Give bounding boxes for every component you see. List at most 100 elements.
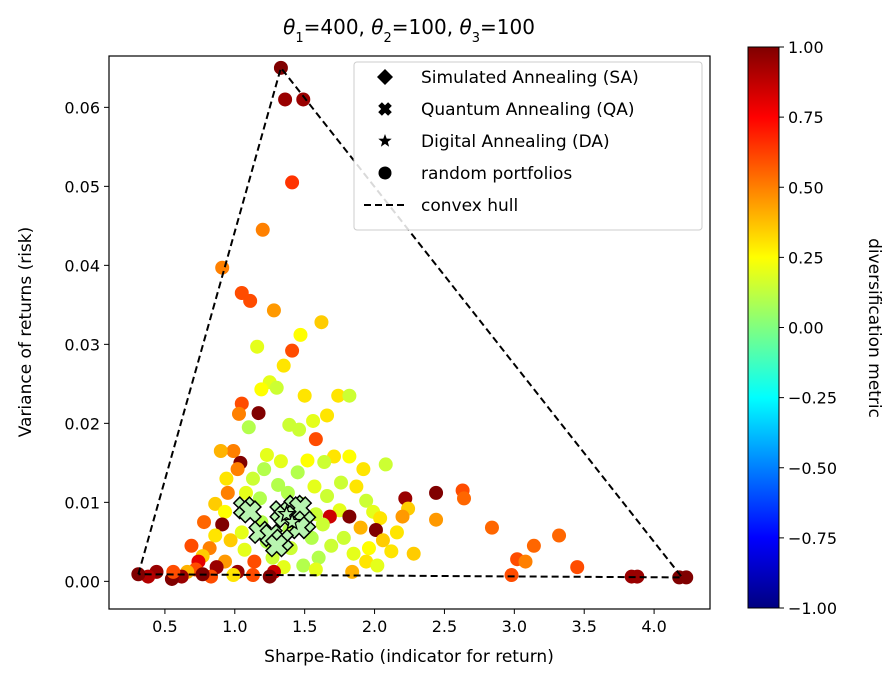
- random-portfolio-point: [384, 544, 399, 559]
- random-portfolio-point: [552, 528, 567, 543]
- random-portfolio-point: [359, 554, 374, 569]
- x-tick-label: 2.5: [432, 617, 457, 636]
- colorbar-tick-label: −0.25: [788, 389, 837, 408]
- random-portfolio-point: [307, 479, 322, 494]
- random-portfolio-point: [345, 564, 360, 579]
- colorbar-tick-label: 0.75: [788, 108, 824, 127]
- legend-entry: random portfolios: [378, 164, 572, 184]
- y-tick-label: 0.06: [64, 98, 100, 117]
- random-portfolio-point: [237, 542, 252, 557]
- colorbar-tick-label: 1.00: [788, 38, 824, 57]
- random-portfolio-point: [395, 509, 410, 524]
- digital-annealing-marker: [282, 512, 302, 531]
- random-portfolio-point: [251, 406, 266, 421]
- y-tick-label: 0.05: [64, 177, 100, 196]
- random-portfolio-point: [342, 509, 357, 524]
- random-portfolio-point: [373, 511, 388, 526]
- random-portfolio-point: [342, 388, 357, 403]
- y-tick-label: 0.00: [64, 572, 100, 591]
- x-tick-label: 1.5: [292, 617, 317, 636]
- random-portfolio-point: [484, 520, 499, 535]
- random-portfolio-point: [219, 471, 234, 486]
- random-portfolio-point: [257, 462, 272, 477]
- random-portfolio-point: [356, 462, 371, 477]
- random-portfolio-point: [220, 485, 235, 500]
- colorbar-tick-label: 0.00: [788, 319, 824, 338]
- random-portfolio-point: [334, 475, 349, 490]
- random-portfolio-point: [296, 92, 311, 107]
- random-portfolio-point: [197, 515, 212, 530]
- random-portfolio-point: [320, 489, 335, 504]
- random-portfolio-point: [273, 454, 288, 469]
- random-portfolio-point: [215, 517, 230, 532]
- random-portfolio-point: [317, 455, 332, 470]
- quantum-annealing-marker: [264, 534, 289, 558]
- random-portfolio-point: [331, 388, 346, 403]
- legend-entry: convex hull: [364, 196, 518, 216]
- random-portfolio-point: [241, 420, 256, 435]
- random-portfolio-point: [375, 533, 390, 548]
- circle-marker-icon: [378, 166, 392, 180]
- random-portfolio-point: [262, 569, 277, 584]
- random-portfolio-point: [278, 92, 293, 107]
- legend-label: convex hull: [421, 196, 518, 216]
- random-portfolio-point: [457, 491, 472, 506]
- random-portfolio-point: [243, 293, 258, 308]
- legend-entry: Digital Annealing (DA): [378, 132, 610, 152]
- x-axis: 0.5 1.0 1.5 2.0 2.5 3.0 3.5 4.0: [152, 609, 667, 636]
- colorbar-tick-label: 0.50: [788, 178, 824, 197]
- random-portfolio-point: [269, 380, 284, 395]
- random-portfolio-point: [324, 538, 339, 553]
- random-portfolio-point: [254, 382, 269, 397]
- digital-annealing-marker: [277, 504, 296, 523]
- random-portfolio-point: [518, 554, 533, 569]
- random-portfolio-point: [429, 512, 444, 527]
- random-portfolio-point: [290, 465, 305, 480]
- random-portfolio-point: [230, 462, 245, 477]
- legend: Simulated Annealing (SA) Quantum Annealin…: [353, 61, 703, 231]
- random-portfolio-point: [315, 517, 330, 532]
- random-portfolio-point: [266, 303, 281, 318]
- random-portfolio-point: [308, 432, 323, 447]
- random-portfolio-point: [255, 222, 270, 237]
- random-portfolio-point: [389, 525, 404, 540]
- star-marker-icon: [378, 134, 392, 147]
- x-tick-label: 2.0: [362, 617, 387, 636]
- random-portfolio-point: [320, 408, 335, 423]
- colorbar-tick-label: −0.50: [788, 459, 837, 478]
- x-marker-icon: [378, 102, 392, 116]
- random-portfolio-point: [234, 525, 249, 540]
- random-portfolio-point: [208, 496, 223, 511]
- legend-entry: Quantum Annealing (QA): [378, 100, 635, 120]
- colorbar-label: diversification metric: [864, 238, 884, 418]
- x-tick-label: 4.0: [641, 617, 666, 636]
- random-portfolio-point: [353, 520, 368, 535]
- digital-annealing-layer: [277, 504, 302, 531]
- random-portfolio-point: [215, 260, 230, 275]
- random-portfolio-point: [306, 413, 321, 428]
- legend-label: Digital Annealing (DA): [421, 132, 610, 152]
- random-portfolio-point: [314, 315, 329, 330]
- random-portfolio-point: [361, 541, 376, 556]
- x-axis-label: Sharpe-Ratio (indicator for return): [264, 647, 554, 667]
- random-portfolio-point: [223, 533, 238, 548]
- legend-label: Quantum Annealing (QA): [421, 100, 635, 120]
- random-portfolio-point: [296, 558, 311, 573]
- random-portfolio-point: [184, 538, 199, 553]
- random-portfolio-point: [231, 406, 246, 421]
- random-portfolio-point: [297, 388, 312, 403]
- random-portfolio-point: [250, 339, 265, 354]
- random-portfolio-point: [311, 550, 326, 565]
- random-portfolio-point: [285, 343, 300, 358]
- random-portfolio-point: [679, 570, 694, 585]
- random-portfolio-point: [370, 558, 385, 573]
- random-portfolio-point: [429, 485, 444, 500]
- random-portfolio-point: [245, 568, 260, 583]
- y-axis-label: Variance of returns (risk): [16, 227, 36, 438]
- random-portfolio-point: [359, 493, 374, 508]
- legend-label: random portfolios: [421, 164, 572, 184]
- y-tick-label: 0.04: [64, 256, 100, 275]
- legend-entry: Simulated Annealing (SA): [377, 68, 639, 88]
- plot-area: [108, 55, 711, 610]
